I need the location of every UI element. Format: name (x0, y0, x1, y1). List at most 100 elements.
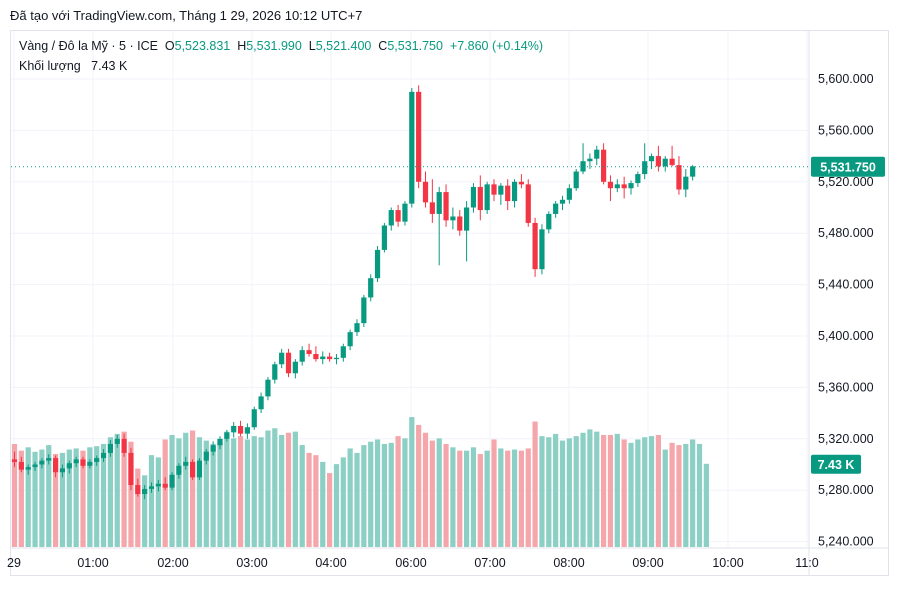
candle-body (87, 461, 93, 466)
close-label: C (378, 39, 388, 53)
volume-bar (32, 451, 38, 547)
candle-body (265, 379, 271, 397)
volume-bar (559, 440, 566, 547)
candle-body (210, 445, 216, 452)
candle-body (190, 461, 196, 478)
candle (148, 482, 155, 493)
candle-body (128, 452, 134, 486)
candle (100, 449, 107, 462)
candle-body (217, 438, 223, 446)
x-tick-label: 04:00 (315, 556, 346, 570)
candle-body (340, 346, 346, 358)
volume-bar (422, 432, 429, 547)
candle (244, 423, 250, 439)
candle-body (327, 356, 333, 360)
volume-bar (333, 464, 340, 547)
volume-bar (436, 438, 442, 547)
x-tick-label: 01:00 (77, 556, 108, 570)
volume-bar (696, 443, 703, 547)
volume-bar (429, 440, 435, 547)
candle-body (436, 192, 442, 214)
volume-bar (251, 436, 257, 547)
volume-bar (46, 445, 52, 547)
candle (539, 224, 545, 275)
x-tick-label: 09:00 (632, 556, 663, 570)
candle (347, 329, 353, 351)
candle (66, 460, 72, 474)
volume-layer (11, 417, 709, 547)
candle (580, 143, 586, 175)
candle-body (11, 459, 18, 462)
candle-body (258, 396, 264, 410)
candle-body (553, 203, 559, 214)
candle-body (313, 353, 319, 360)
volume-bar (80, 450, 86, 547)
candle-body (429, 202, 435, 214)
volume-bar (546, 437, 552, 547)
candle (361, 294, 367, 328)
candle-body (443, 192, 449, 221)
candle (477, 175, 483, 221)
candle (135, 478, 141, 497)
volume-bar (340, 457, 346, 547)
y-tick-label: 5,240.000 (818, 535, 874, 549)
candle-body (25, 467, 31, 470)
volume-bar (642, 437, 648, 547)
volume-bar (183, 432, 189, 547)
candle (340, 343, 346, 362)
volume-bar (176, 438, 182, 547)
candle (628, 180, 634, 195)
candle-body (388, 210, 394, 226)
candle (299, 346, 305, 366)
candle (80, 456, 86, 469)
candle (224, 429, 230, 442)
candle (635, 171, 641, 187)
candle-body (53, 458, 59, 473)
volume-bar (518, 450, 524, 547)
volume-bar (374, 439, 381, 547)
volume-bar (258, 437, 264, 547)
candle (642, 143, 648, 180)
candle (416, 85, 422, 189)
candle (39, 458, 45, 469)
candle-body (66, 463, 72, 469)
candle (409, 87, 415, 208)
candle-body (621, 184, 627, 189)
close-value: 5,531.750 (387, 39, 443, 53)
candle-body (559, 199, 566, 204)
candle-body (648, 156, 655, 162)
candle (46, 454, 52, 465)
x-tick-label: 03:00 (236, 556, 267, 570)
candle (203, 449, 209, 465)
volume-bar (402, 438, 408, 547)
candle-body (299, 350, 305, 362)
volume-bar (505, 450, 511, 547)
candle-body (628, 183, 634, 189)
open-value: 5,523.831 (174, 39, 231, 53)
volume-bar (279, 435, 285, 547)
candle (333, 353, 340, 365)
volume-bar (395, 436, 401, 547)
x-tick-label: 11:0 (795, 556, 818, 570)
low-value: 5,521.400 (315, 39, 372, 53)
candle (73, 456, 79, 468)
volume-bar (594, 431, 600, 547)
candle-body (94, 458, 100, 462)
candle (374, 246, 381, 283)
y-tick-label: 5,440.000 (818, 278, 874, 292)
chart-frame (10, 30, 889, 576)
candle-body (511, 181, 518, 202)
volume-bar (477, 454, 483, 547)
candle-body (566, 188, 572, 200)
candle-body (333, 357, 340, 360)
candle-body (73, 459, 79, 464)
candle (114, 434, 120, 448)
volume-bar (457, 450, 463, 547)
candle (422, 171, 429, 208)
volume-bar (573, 436, 579, 547)
candle-body (39, 460, 45, 465)
candle-body (614, 184, 620, 189)
x-tick-label: 06:00 (395, 556, 426, 570)
candle (525, 179, 531, 227)
